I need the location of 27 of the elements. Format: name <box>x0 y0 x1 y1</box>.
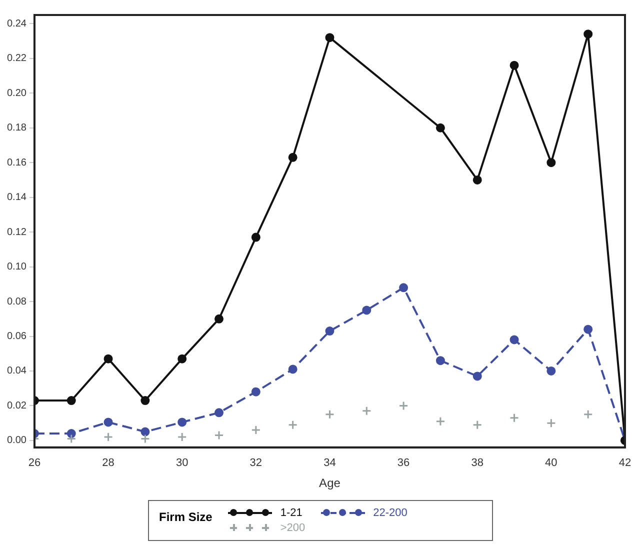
y-tick-label: 0.12 <box>6 226 27 238</box>
legend-label: >200 <box>280 522 306 534</box>
x-tick-label: 26 <box>28 457 41 470</box>
y-tick-label: 0.04 <box>6 366 27 377</box>
x-tick-label: 34 <box>324 457 336 470</box>
y-tick-label: 0.06 <box>6 331 27 342</box>
y-tick-label: 0.14 <box>6 192 27 204</box>
x-tick-label: 40 <box>545 457 558 470</box>
y-tick-label: 0.16 <box>6 157 27 168</box>
y-tick-label: 0.00 <box>6 435 27 446</box>
legend-label: 22-200 <box>373 507 408 519</box>
y-tick-label: 0.24 <box>6 18 27 30</box>
y-tick-label: 0.18 <box>6 122 27 134</box>
x-tick-label: 30 <box>176 457 188 470</box>
x-tick-label: 42 <box>618 457 632 470</box>
x-tick-label: 36 <box>397 457 410 470</box>
legend-label: 1-21 <box>280 507 302 519</box>
y-tick-label: 0.08 <box>6 296 27 308</box>
legend-title: Firm Size <box>159 510 212 524</box>
x-tick-label: 28 <box>102 457 114 470</box>
y-tick-label: 0.22 <box>6 53 27 64</box>
y-tick-label: 0.10 <box>6 262 27 273</box>
x-axis-title: Age <box>319 476 341 490</box>
x-tick-label: 32 <box>250 457 262 470</box>
y-tick-label: 0.02 <box>6 400 27 412</box>
x-tick-label: 38 <box>471 457 484 470</box>
y-tick-label: 0.20 <box>6 88 27 99</box>
